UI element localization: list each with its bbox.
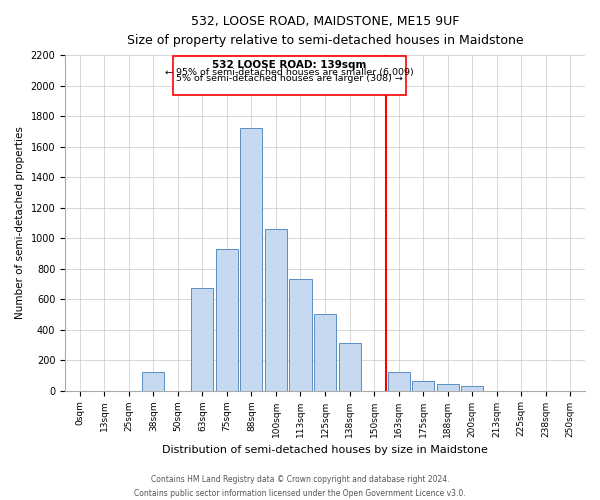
Bar (314, 314, 336, 390)
Title: 532, LOOSE ROAD, MAIDSTONE, ME15 9UF
Size of property relative to semi-detached : 532, LOOSE ROAD, MAIDSTONE, ME15 9UF Siz… (127, 15, 523, 47)
Bar (191, 288, 214, 390)
Bar (241, 128, 262, 390)
Bar (412, 380, 434, 390)
Bar (437, 384, 458, 390)
Bar (388, 372, 410, 390)
FancyBboxPatch shape (173, 56, 406, 95)
Bar (142, 372, 164, 390)
Bar (216, 249, 238, 390)
Bar (289, 280, 311, 390)
Bar (338, 344, 361, 390)
Text: ← 95% of semi-detached houses are smaller (6,009): ← 95% of semi-detached houses are smalle… (165, 68, 414, 77)
Text: Contains HM Land Registry data © Crown copyright and database right 2024.
Contai: Contains HM Land Registry data © Crown c… (134, 476, 466, 498)
Bar (461, 386, 483, 390)
Text: 532 LOOSE ROAD: 139sqm: 532 LOOSE ROAD: 139sqm (212, 60, 367, 70)
Bar (265, 229, 287, 390)
X-axis label: Distribution of semi-detached houses by size in Maidstone: Distribution of semi-detached houses by … (162, 445, 488, 455)
Y-axis label: Number of semi-detached properties: Number of semi-detached properties (15, 126, 25, 320)
Text: 5% of semi-detached houses are larger (308) →: 5% of semi-detached houses are larger (3… (176, 74, 403, 83)
